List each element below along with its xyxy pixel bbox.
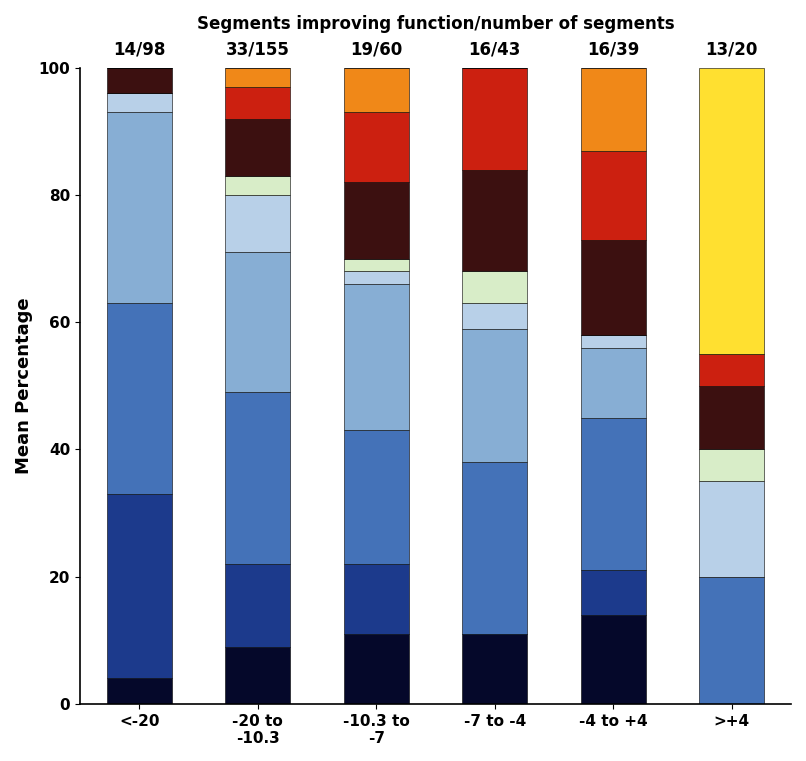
Bar [699,577,764,704]
Bar [580,151,646,240]
Y-axis label: Mean Percentage: Mean Percentage [15,298,33,474]
Bar [106,113,172,303]
Bar [462,634,527,704]
Bar [462,462,527,634]
Bar [106,679,172,704]
Bar [343,183,409,259]
Bar [106,68,172,94]
Bar [225,176,290,195]
Bar [225,68,290,87]
Bar [343,634,409,704]
Bar [343,431,409,564]
Bar [580,68,646,151]
Bar [699,386,764,450]
Bar [580,335,646,348]
Bar [580,570,646,615]
Bar [462,303,527,329]
Bar [225,392,290,564]
Bar [106,494,172,679]
Bar [699,481,764,577]
Bar [699,354,764,386]
Bar [343,259,409,272]
Bar [225,647,290,704]
Bar [225,119,290,176]
Bar [462,68,527,170]
Bar [225,195,290,253]
X-axis label: Segments improving function/number of segments: Segments improving function/number of se… [197,15,675,33]
Bar [225,564,290,647]
Bar [462,170,527,272]
Bar [343,564,409,634]
Bar [699,450,764,481]
Bar [343,68,409,113]
Bar [462,272,527,303]
Bar [225,253,290,392]
Bar [580,348,646,418]
Bar [699,68,764,354]
Bar [343,113,409,183]
Bar [580,240,646,335]
Bar [580,615,646,704]
Bar [106,303,172,494]
Bar [462,329,527,462]
Bar [225,87,290,119]
Bar [106,94,172,113]
Bar [343,284,409,431]
Bar [580,418,646,570]
Bar [343,272,409,284]
